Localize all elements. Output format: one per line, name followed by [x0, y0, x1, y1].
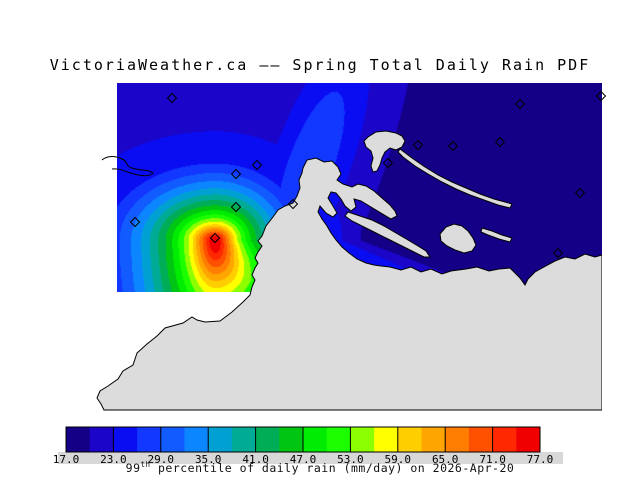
station-diamond-marker [412, 139, 424, 151]
colorbar-segment [421, 427, 446, 452]
landmass-main [96, 157, 602, 411]
tick-label-strip [58, 452, 563, 464]
station-diamond-marker [447, 140, 459, 152]
colorbar-tick-label: 35.0 [195, 453, 222, 466]
colorbar-svg: 17.0 23.0 29.0 35.0 41.0 47.0 53.0 59.0 65.0 71.0… [53, 426, 563, 466]
station-diamond-marker [209, 232, 221, 244]
station-diamond-marker [230, 168, 242, 180]
caption-rest: percentile of daily rain (mm/day) on 202… [150, 460, 515, 475]
colorbar-segment [208, 427, 233, 452]
colorbar-segment [492, 427, 517, 452]
colorbar-segment [255, 427, 280, 452]
station-diamond-marker [552, 247, 564, 259]
colorbar: 17.0 23.0 29.0 35.0 41.0 47.0 53.0 59.0 65.0 71.0… [0, 420, 640, 466]
station-diamond-marker [595, 90, 607, 102]
caption-base: 99 [125, 460, 141, 475]
colorbar-frame [65, 426, 541, 453]
station-diamond-marker [166, 92, 178, 104]
colorbar-segment [66, 427, 91, 452]
island-thin-tail [397, 148, 513, 209]
station-diamond-marker [382, 157, 394, 169]
caption-superscript: th [140, 460, 151, 469]
colorbar-tick-label: 17.0 [53, 453, 80, 466]
island-chain [344, 211, 431, 258]
colorbar-segment [468, 427, 494, 452]
colorbar-tick-label: 53.0 [337, 453, 364, 466]
colorbar-segment [184, 427, 209, 452]
coastline-squiggle [101, 156, 154, 177]
colorbar-segment [231, 427, 257, 452]
colorbar-segment [279, 427, 304, 452]
station-diamond-marker [287, 198, 299, 210]
colorbar-segment [374, 427, 399, 452]
station-diamond-marker [230, 201, 242, 213]
station-diamond-marker [494, 136, 506, 148]
colorbar-tick-label: 77.0 [527, 453, 554, 466]
colorbar-tick-label: 41.0 [242, 453, 269, 466]
colorbar-segment [326, 427, 351, 452]
colorbar-segment [516, 427, 541, 452]
station-diamond-marker [251, 159, 263, 171]
colorbar-caption: 99th percentile of daily rain (mm/day) o… [0, 460, 640, 475]
island-blob [439, 223, 477, 254]
island-hook [363, 130, 406, 173]
colorbar-segment [89, 427, 114, 452]
colorbar-segment [303, 427, 328, 452]
colorbar-segment [160, 427, 185, 452]
colorbar-tick-label: 65.0 [432, 453, 459, 466]
colorbar-segment [113, 427, 138, 452]
colorbar-segment [397, 427, 422, 452]
colorbar-tick-label: 71.0 [479, 453, 506, 466]
station-diamond-marker [129, 216, 141, 228]
station-markers-layer [129, 90, 607, 259]
colorbar-segment [350, 427, 375, 452]
colorbar-tick-label: 23.0 [100, 453, 127, 466]
station-diamond-marker [574, 187, 586, 199]
station-diamond-marker [514, 98, 526, 110]
page-title: VictoriaWeather.ca —— Spring Total Daily… [49, 56, 591, 74]
colorbar-tick-label: 29.0 [148, 453, 175, 466]
colorbar-segment [445, 427, 470, 452]
island-islet-chain [480, 227, 513, 243]
colorbar-segment [137, 427, 162, 452]
colorbar-tick-label: 47.0 [290, 453, 317, 466]
colorbar-tick-label: 59.0 [385, 453, 412, 466]
